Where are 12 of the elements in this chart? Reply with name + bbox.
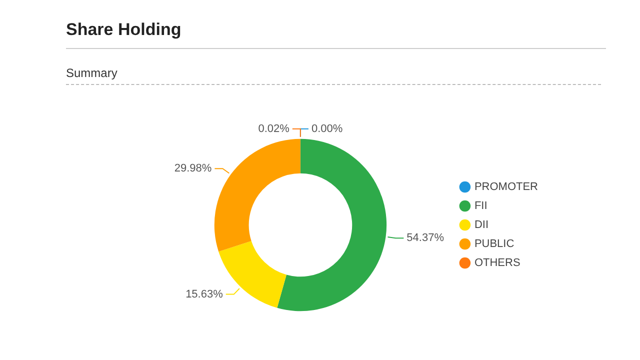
- legend-label: OTHERS: [474, 257, 520, 270]
- legend-label: DII: [474, 219, 489, 232]
- data-label: 0.02%: [258, 122, 290, 135]
- legend-label: FII: [474, 200, 488, 212]
- legend-label: PROMOTER: [474, 181, 538, 194]
- data-label: 54.37%: [406, 232, 444, 244]
- data-label: 15.63%: [186, 288, 224, 300]
- text: 0.00%: [311, 122, 343, 135]
- chart-title: Share Holding: [66, 20, 182, 40]
- chart-subtitle: Summary: [66, 66, 118, 80]
- legend-label: PUBLIC: [474, 238, 514, 250]
- data-label: 29.98%: [174, 162, 212, 175]
